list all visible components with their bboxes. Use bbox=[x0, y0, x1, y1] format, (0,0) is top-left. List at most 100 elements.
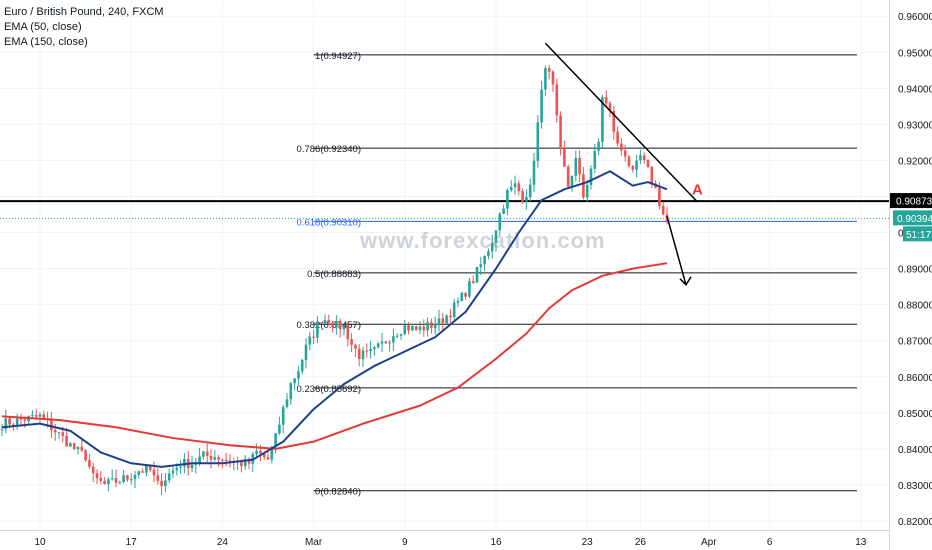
candle-body bbox=[509, 187, 513, 190]
x-tick-label: 16 bbox=[490, 537, 502, 548]
candle-body bbox=[327, 320, 331, 323]
candle-body bbox=[262, 453, 266, 458]
candle-body bbox=[532, 160, 536, 185]
candle-body bbox=[627, 156, 631, 167]
candle-body bbox=[69, 443, 72, 447]
candle-body bbox=[285, 399, 289, 407]
candle-body bbox=[281, 406, 285, 425]
candle-body bbox=[308, 336, 312, 345]
candle-body bbox=[88, 460, 91, 467]
candle-body bbox=[418, 326, 422, 331]
candle-body bbox=[578, 157, 581, 175]
fib-level-label: 1(0.94927) bbox=[315, 51, 361, 62]
x-tick-label: 6 bbox=[767, 537, 773, 548]
candle-body bbox=[346, 324, 350, 340]
y-tick-label: 0.86000 bbox=[898, 373, 932, 384]
y-tick-label: 0.88000 bbox=[898, 301, 932, 312]
candle-body bbox=[490, 242, 494, 252]
candle-body bbox=[8, 418, 11, 425]
candle-body bbox=[604, 97, 608, 104]
candle-body bbox=[661, 205, 665, 215]
last-price-label: 0.90394 bbox=[897, 214, 932, 225]
fib-level-label: 0.236(0.85692) bbox=[297, 384, 361, 395]
candle-body bbox=[639, 155, 642, 161]
candle-body bbox=[369, 349, 372, 351]
projection-arrow-shaft bbox=[666, 216, 687, 286]
candle-body bbox=[585, 184, 589, 198]
candle-body bbox=[658, 187, 661, 206]
candle-body bbox=[297, 371, 300, 379]
candle-body bbox=[160, 480, 163, 487]
candle-body bbox=[445, 315, 448, 324]
candle-body bbox=[312, 336, 315, 338]
legend-ema-150: EMA (150, close) bbox=[4, 36, 88, 48]
candle-body bbox=[399, 334, 403, 336]
candle-body bbox=[623, 150, 627, 157]
candle-body bbox=[483, 255, 486, 265]
candle-body bbox=[612, 111, 616, 132]
candle-body bbox=[502, 208, 505, 214]
candle-body bbox=[126, 475, 129, 480]
candle-body bbox=[217, 457, 220, 460]
candle-body bbox=[31, 415, 34, 417]
candle-body bbox=[95, 473, 99, 479]
candle-body bbox=[202, 451, 205, 457]
candle-body bbox=[487, 251, 490, 256]
candle-body bbox=[15, 418, 19, 425]
candle-body bbox=[475, 267, 479, 283]
x-tick-label: 10 bbox=[34, 537, 46, 548]
candle-body bbox=[468, 281, 471, 297]
candle-body bbox=[145, 465, 148, 473]
candle-body bbox=[255, 451, 258, 454]
x-tick-label: 26 bbox=[635, 537, 647, 548]
annotation-label: A bbox=[692, 181, 703, 198]
candle-body bbox=[350, 339, 353, 345]
candle-body bbox=[452, 302, 456, 318]
candle-body bbox=[373, 347, 376, 350]
candle-body bbox=[582, 174, 585, 198]
candle-body bbox=[430, 322, 433, 328]
y-tick-label: 0.93000 bbox=[898, 120, 932, 131]
candle-body bbox=[224, 459, 228, 461]
candle-body bbox=[319, 322, 323, 324]
y-tick-label: 0.89000 bbox=[898, 265, 932, 276]
candle-body bbox=[414, 326, 418, 331]
candle-body bbox=[392, 336, 395, 343]
candle-body bbox=[422, 326, 426, 331]
candle-body bbox=[342, 324, 346, 330]
candle-body bbox=[110, 478, 114, 480]
candle-body bbox=[42, 414, 46, 419]
candle-body bbox=[221, 459, 224, 461]
fib-level-label: 0(0.82840) bbox=[315, 487, 361, 498]
candle-body bbox=[243, 458, 247, 467]
candle-body bbox=[23, 419, 27, 422]
candle-body bbox=[646, 160, 650, 167]
x-tick-label: Apr bbox=[701, 537, 717, 548]
candle-body bbox=[570, 175, 574, 187]
candle-body bbox=[536, 122, 540, 161]
candle-body bbox=[156, 475, 160, 481]
descending-trendline bbox=[544, 42, 698, 203]
candle-body bbox=[513, 183, 517, 188]
candle-body bbox=[407, 325, 410, 331]
candle-body bbox=[183, 458, 186, 467]
candle-body bbox=[498, 213, 502, 231]
legend-ema-50: EMA (50, close) bbox=[4, 21, 82, 33]
candle-body bbox=[80, 446, 84, 451]
candle-body bbox=[494, 230, 498, 243]
candle-body bbox=[551, 71, 555, 85]
candle-body bbox=[19, 418, 23, 420]
candle-body bbox=[118, 481, 122, 483]
y-tick-label: 0.96000 bbox=[898, 12, 932, 23]
candle-body bbox=[316, 322, 319, 338]
candle-body bbox=[650, 166, 654, 184]
candle-body bbox=[574, 157, 578, 176]
candle-body bbox=[589, 168, 593, 185]
candle-body bbox=[4, 418, 8, 430]
candle-body bbox=[544, 68, 547, 90]
y-tick-label: 0.95000 bbox=[898, 48, 932, 59]
candle-body bbox=[384, 341, 388, 344]
candle-body bbox=[335, 320, 338, 328]
chart-legend: Euro / British Pound, 240, FXCM EMA (50,… bbox=[4, 5, 164, 50]
